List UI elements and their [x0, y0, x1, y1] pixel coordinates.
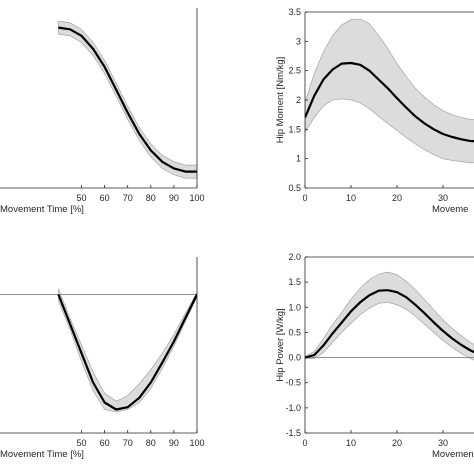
x-tick-label-p3-4: 90: [169, 438, 179, 448]
x-tick-label-p3-1: 60: [100, 438, 110, 448]
plot-area: [0, 288, 197, 413]
y-tick-label-p4-1: -1.0: [285, 403, 301, 413]
x-tick-label-p4-0: 0: [302, 438, 307, 448]
y-tick-label-p4-0: -1.5: [285, 428, 301, 438]
y-tick-label-p2-0: 0.5: [288, 183, 301, 193]
y-tick-label-p2-4: 2.5: [288, 66, 301, 76]
y-tick-label-p2-6: 3.5: [288, 7, 301, 17]
x-tick-label-p4-2: 20: [392, 438, 402, 448]
x-tick-label-p1-2: 70: [123, 193, 133, 203]
mean-line-p1-0: [58, 26, 197, 173]
x-tick-label-p4-3: 30: [438, 438, 448, 448]
mean-line-p3-0: [57, 294, 197, 411]
x-tick-label-p1-4: 90: [169, 193, 179, 203]
sd-band-p4-0: [305, 271, 474, 361]
mean-line-p4-0: [305, 289, 474, 359]
x-tick-label-p2-2: 20: [392, 193, 402, 203]
x-tick-label-p3-0: 50: [76, 438, 86, 448]
x-axis-label-p2: Moveme: [432, 204, 468, 215]
y-tick-label-p4-3: 0.0: [288, 353, 301, 363]
plot-area: [305, 18, 474, 164]
x-tick-label-p1-1: 60: [100, 193, 110, 203]
mean-line-p2-0: [305, 61, 474, 143]
x-tick-label-p3-5: 100: [189, 438, 204, 448]
plot-area: [58, 20, 197, 179]
y-tick-label-p2-3: 2: [296, 95, 301, 105]
y-tick-label-p2-5: 3: [296, 36, 301, 46]
x-tick-label-p2-3: 30: [438, 193, 448, 203]
chart-panel-p1: 50 60 70 80 90 100 Movement Time [%]: [0, 8, 205, 215]
y-tick-label-p2-2: 1.5: [288, 124, 301, 134]
x-axis-label-p3: Movement Time [%]: [0, 449, 84, 460]
y-tick-label-p4-7: 2.0: [288, 252, 301, 262]
x-tick-label-p3-2: 70: [123, 438, 133, 448]
x-tick-label-p4-1: 10: [346, 438, 356, 448]
x-tick-label-p3-3: 80: [146, 438, 156, 448]
x-axis-label-p1: Movement Time [%]: [0, 204, 84, 215]
chart-panel-p4: 010203040-1.5-1.0-0.50.00.51.01.52.0Move…: [275, 252, 474, 460]
x-tick-label-p2-0: 0: [302, 193, 307, 203]
y-tick-label-p4-2: -0.5: [285, 378, 301, 388]
y-tick-label-p4-5: 1.0: [288, 302, 301, 312]
x-axis-label-p4: Movemen: [432, 449, 474, 460]
plot-area: [305, 271, 474, 361]
y-axis-label-p2: Hip Moment [Nm/kg]: [275, 57, 286, 144]
y-tick-label-p4-6: 1.5: [288, 277, 301, 287]
y-tick-label-p2-1: 1: [296, 154, 301, 164]
x-tick-label-p1-3: 80: [146, 193, 156, 203]
chart-panel-p3: 50 60 70 80 90 100 Movement Time [%]: [0, 257, 205, 460]
y-tick-label-p4-4: 0.5: [288, 327, 301, 337]
y-axis-label-p4: Hip Power [W/kg]: [275, 308, 286, 381]
sd-band-p1-0: [58, 20, 197, 179]
x-tick-label-p2-1: 10: [346, 193, 356, 203]
x-tick-label-p1-0: 50: [76, 193, 86, 203]
x-tick-label-p1-5: 100: [189, 193, 204, 203]
